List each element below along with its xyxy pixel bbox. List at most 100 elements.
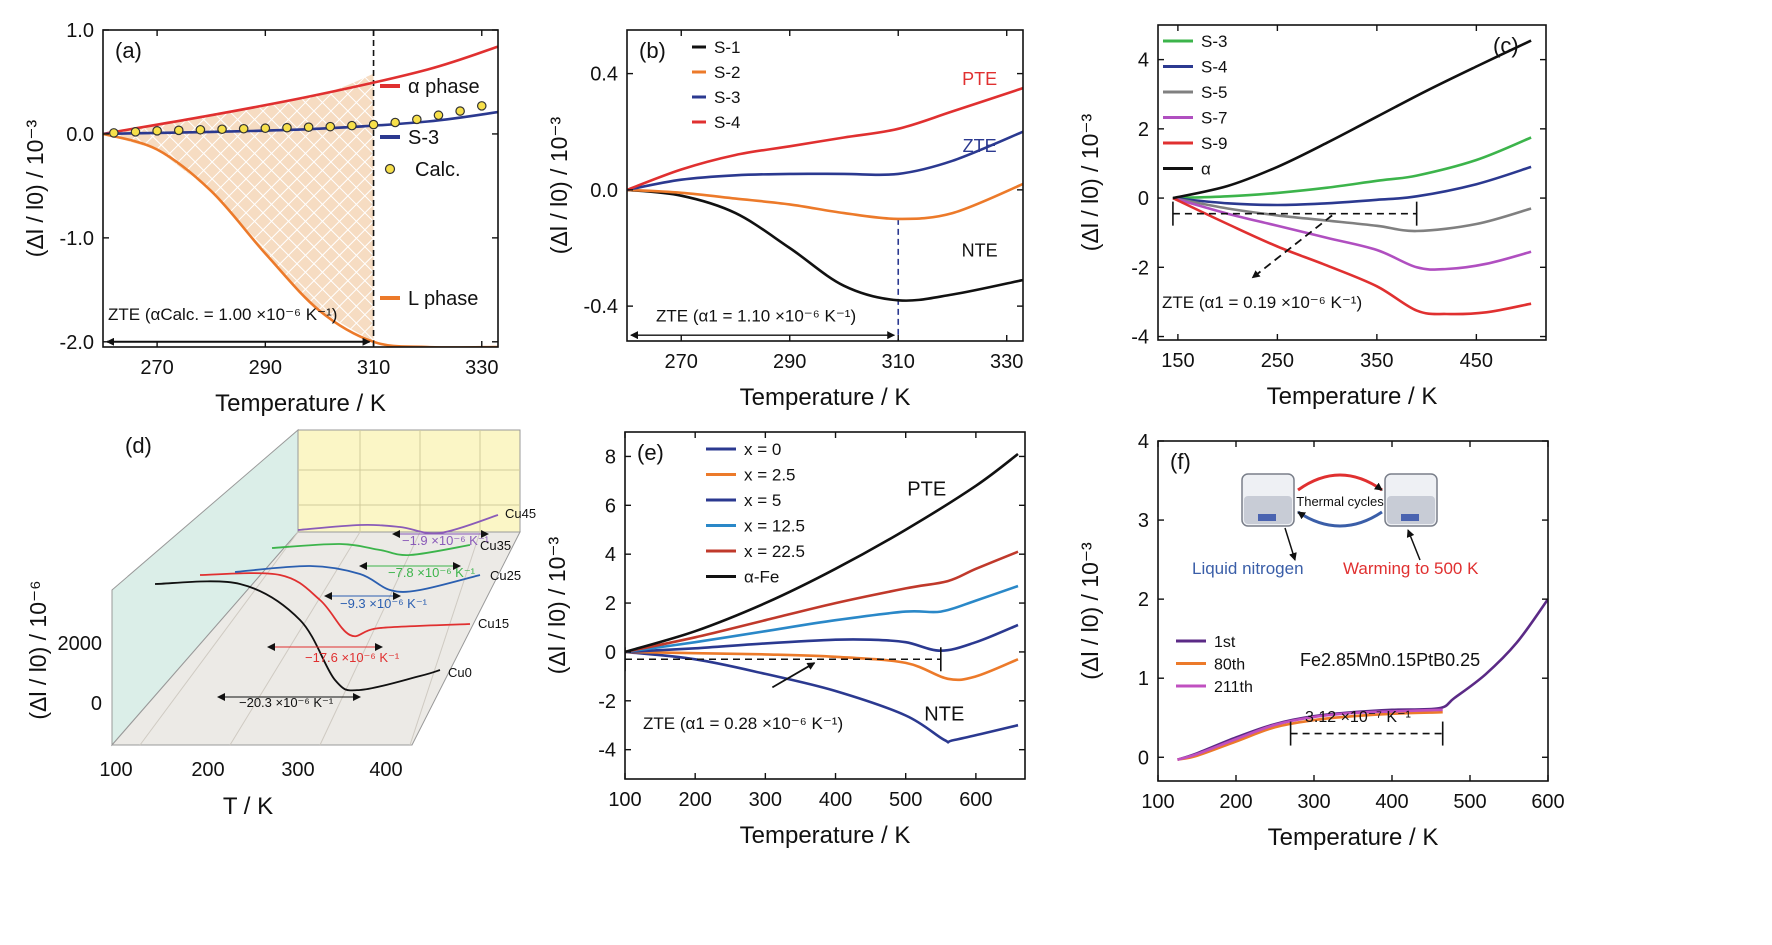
x-tick-label: 400 xyxy=(369,759,402,781)
series-line-- xyxy=(1172,39,1532,200)
scatter-point xyxy=(303,122,314,132)
x-tick-label: 250 xyxy=(1261,350,1294,372)
series-line-Cu0 xyxy=(154,580,441,692)
y-axis-label: (Δl / l0) / 10⁻³ xyxy=(1077,542,1103,680)
scatter-point xyxy=(476,101,487,111)
scatter-point xyxy=(455,106,465,116)
plot-frame xyxy=(624,431,1026,780)
scatter-point xyxy=(238,123,249,134)
legend-label: α-Fe xyxy=(744,568,779,587)
x-tick-label: 350 xyxy=(1360,350,1393,372)
y-tick-label: 4 xyxy=(605,544,616,566)
panel-d: 100 200 300 400 T / K 2000 0 (Δl / l0) / 10⁻⁶ (d… xyxy=(25,428,536,820)
plot-area xyxy=(1172,39,1532,316)
panel-label: (f) xyxy=(1170,449,1191,474)
legend-label: x = 5 xyxy=(744,491,781,510)
x-tick-label: 100 xyxy=(608,789,641,811)
legend-label: S-3 xyxy=(714,88,740,107)
y-tick-label: -2.0 xyxy=(60,332,94,354)
grid-line xyxy=(409,531,481,746)
x-tick-label: 310 xyxy=(882,351,915,373)
series-line-211th xyxy=(1177,708,1443,761)
y-tick-label: -1.0 xyxy=(60,228,94,250)
thermal-cycle-inset: Thermal cycles Liquid nitrogen Warming to … xyxy=(1192,473,1479,578)
panel-f: 100 200 300 400 500 600 0 1 2 3 4 (f) Temperature / … xyxy=(1077,431,1565,851)
plot-frame xyxy=(626,29,1024,342)
x-tick-label: 100 xyxy=(1141,791,1174,813)
floor xyxy=(110,531,521,746)
series-line-x-5 xyxy=(625,623,1019,654)
series-line--phase xyxy=(103,45,498,136)
y-tick-label: -2 xyxy=(598,691,616,713)
scatter-point xyxy=(412,114,422,125)
y-axis-label: (Δl / l0) / 10⁻³ xyxy=(1077,113,1103,251)
formula-label: Fe2.85Mn0.15PtB0.25 xyxy=(1300,650,1480,670)
series-line-x-12-5 xyxy=(625,584,1019,654)
x-tick-label: 400 xyxy=(1375,791,1408,813)
legend-label: x = 12.5 xyxy=(744,517,805,536)
x-tick-label: 600 xyxy=(1531,791,1564,813)
scatter-point xyxy=(347,120,357,131)
x-tick-label: 330 xyxy=(465,357,498,379)
scatter-point xyxy=(173,125,184,136)
series-line-Cu35 xyxy=(271,543,471,556)
series-label: Cu45 xyxy=(505,506,536,521)
series-line-S-5 xyxy=(1172,196,1532,233)
slope-annotation: −9.3 ×10⁻⁶ K⁻¹ xyxy=(340,596,428,611)
y-tick-label: 3 xyxy=(1138,510,1149,532)
x-tick-label: 290 xyxy=(249,357,282,379)
x-axis-label: Temperature / K xyxy=(740,822,911,849)
pointer-arrow xyxy=(1251,214,1333,279)
y-tick-label: -4 xyxy=(598,740,616,762)
series-line-S-4 xyxy=(627,86,1023,192)
x-tick-label: 310 xyxy=(357,357,390,379)
series-line-Cu25 xyxy=(234,565,481,593)
legend-label: S-3 xyxy=(1201,32,1227,51)
plot-area xyxy=(627,86,1023,341)
legend-label: S-5 xyxy=(1201,83,1227,102)
x-tick-label: 400 xyxy=(819,789,852,811)
series-line-S-3 xyxy=(103,110,498,136)
measurement-label: 3.12 ×10⁻⁷ K⁻¹ xyxy=(1305,709,1411,726)
x-tick-label: 330 xyxy=(990,351,1023,373)
plot-frame xyxy=(1157,440,1549,782)
series-label: Cu35 xyxy=(480,538,511,553)
y-tick-label: 0.0 xyxy=(590,180,618,202)
x-tick-label: 300 xyxy=(281,759,314,781)
series-line-x-2-5 xyxy=(625,650,1019,682)
y-tick-label: 6 xyxy=(605,495,616,517)
y-tick-label: 0 xyxy=(91,693,102,715)
y-tick-label: 2 xyxy=(1138,589,1149,611)
panel-label: (a) xyxy=(115,38,142,63)
legend-label: S-7 xyxy=(1201,109,1227,128)
back-wall xyxy=(297,429,521,533)
x-axis-label: Temperature / K xyxy=(215,390,386,417)
inset-right-label: Warming to 500 K xyxy=(1343,559,1479,578)
x-tick-label: 500 xyxy=(1453,791,1486,813)
region-label: PTE xyxy=(962,69,997,89)
series-line-Cu15 xyxy=(199,572,471,638)
x-tick-label: 600 xyxy=(959,789,992,811)
region-label: NTE xyxy=(962,241,998,261)
x-tick-label: 300 xyxy=(749,789,782,811)
y-tick-label: 4 xyxy=(1138,431,1149,453)
series-line--Fe xyxy=(625,452,1019,654)
y-axis-label: (Δl / l0) / 10⁻³ xyxy=(546,116,572,254)
panel-c: 150 250 350 450 -4 -2 0 2 4 (c) Temperature / K (Δl… xyxy=(1077,24,1547,410)
x-tick-label: 200 xyxy=(678,789,711,811)
y-tick-label: -4 xyxy=(1131,327,1149,349)
legend-label: S-3 xyxy=(408,127,439,149)
beaker-liquid xyxy=(1387,496,1435,524)
inset-pointer xyxy=(1406,529,1421,561)
slope-annotation: −7.8 ×10⁻⁶ K⁻¹ xyxy=(388,565,476,580)
scatter-point xyxy=(390,117,400,128)
x-axis-label: Temperature / K xyxy=(1267,383,1438,410)
y-axis-label: (Δl / l0) / 10⁻⁶ xyxy=(25,580,51,719)
cycle-arrow-cool xyxy=(1297,510,1383,528)
panel-e: 100 200 300 400 500 600 -4 -2 0 2 4 6 8 (e) Temperatur… xyxy=(544,431,1026,849)
x-tick-label: 290 xyxy=(773,351,806,373)
legend-label: α phase xyxy=(408,76,480,98)
scatter-point xyxy=(368,119,379,130)
grid-line xyxy=(229,531,361,746)
legend-swatch xyxy=(384,163,396,175)
